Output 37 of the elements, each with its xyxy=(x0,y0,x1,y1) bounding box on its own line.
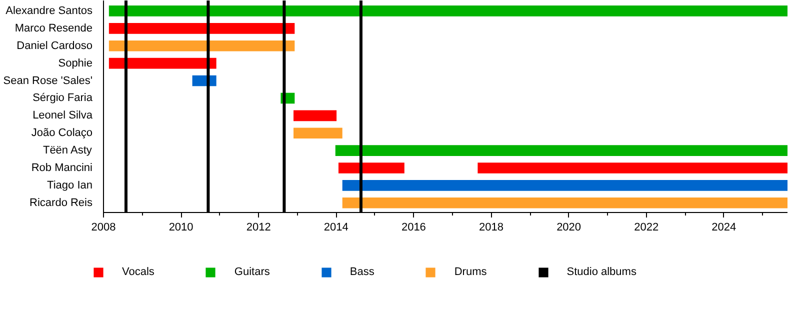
bar xyxy=(294,110,337,122)
y-tick-label: João Colaço xyxy=(31,127,93,140)
bar xyxy=(108,40,295,52)
x-tick-label: 2008 xyxy=(91,222,116,234)
y-tick-label: Sérgio Faria xyxy=(32,92,94,104)
bar xyxy=(108,6,788,16)
legend-label: Studio albums xyxy=(566,266,636,278)
bar xyxy=(478,162,788,174)
bar xyxy=(342,180,788,191)
bar xyxy=(108,58,216,69)
x-tick-label: 2014 xyxy=(324,222,348,234)
x-tick-label: 2020 xyxy=(556,222,582,234)
legend-label: Bass xyxy=(350,266,374,278)
x-tick-label: 2010 xyxy=(168,222,194,234)
legend-label: Drums xyxy=(454,266,487,278)
y-tick-label: Alexandre Santos xyxy=(6,4,93,17)
y-tick-label: Marco Resende xyxy=(14,22,93,34)
bar xyxy=(338,162,404,174)
y-tick-label: Sean Rose 'Sales' xyxy=(3,74,93,87)
y-tick-label: Sophie xyxy=(58,57,93,70)
y-tick-label: Rob Mancini xyxy=(31,162,92,174)
x-tick-label: 2012 xyxy=(246,222,271,234)
x-tick-label: 2016 xyxy=(401,222,426,234)
bar xyxy=(342,197,788,208)
y-tick-label: Daniel Cardoso xyxy=(16,40,93,52)
y-tick-label: Tëën Asty xyxy=(42,144,92,157)
legend-label: Vocals xyxy=(122,266,154,278)
y-tick-label: Tiago Ian xyxy=(47,179,93,192)
x-tick-label: 2022 xyxy=(634,222,659,234)
x-tick-label: 2018 xyxy=(479,222,504,234)
x-tick-label: 2024 xyxy=(712,222,736,234)
y-tick-label: Ricardo Reis xyxy=(30,196,93,209)
legend-label: Guitars xyxy=(234,266,270,278)
bar xyxy=(335,145,788,156)
bar xyxy=(108,23,295,34)
y-tick-label: Leonel Silva xyxy=(32,110,94,122)
bar xyxy=(294,128,342,139)
